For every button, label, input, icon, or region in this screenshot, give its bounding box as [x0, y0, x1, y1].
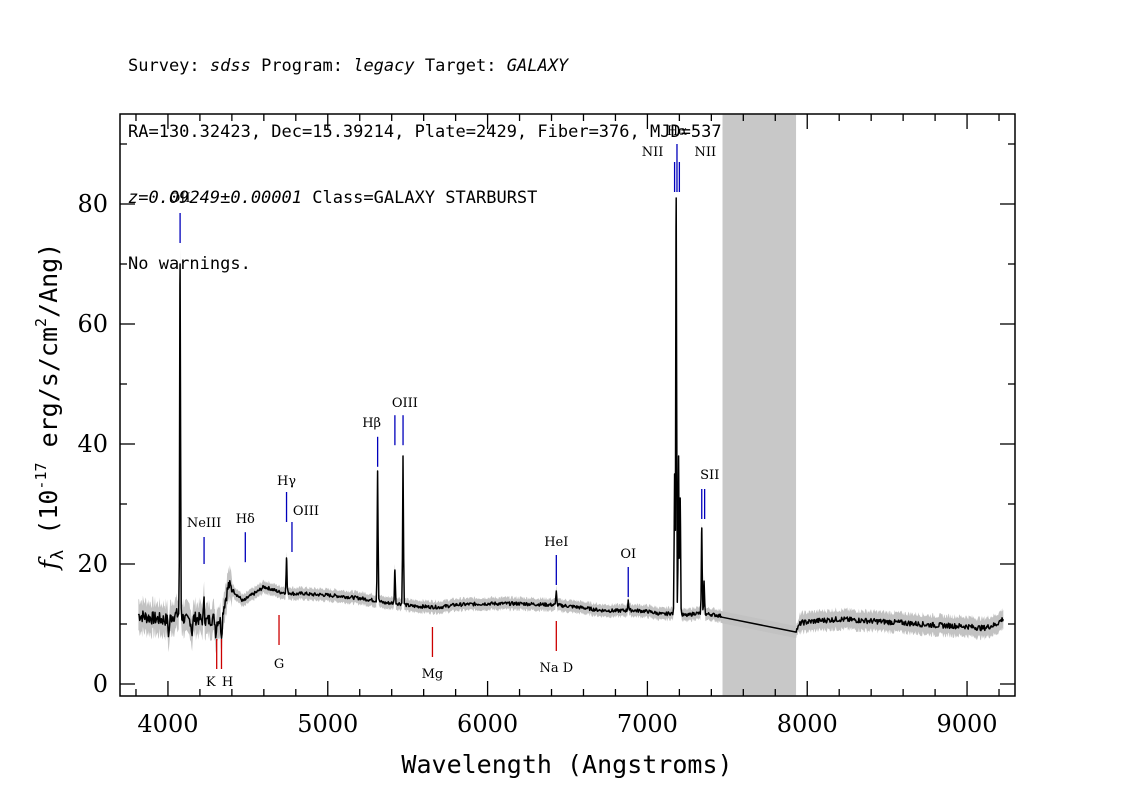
- y-tick-label: 40: [77, 430, 108, 458]
- header-survey-segment: GALAXY: [506, 56, 569, 76]
- header-survey-segment: Survey:: [128, 56, 210, 76]
- y-axis-title-part: f: [34, 556, 63, 571]
- line-label: Hβ: [362, 416, 381, 431]
- line-label: NII: [695, 145, 717, 160]
- y-axis-title-part: -17: [32, 462, 50, 489]
- line-label: SII: [700, 468, 719, 483]
- error-band-area: [138, 192, 1004, 654]
- spectrum-header: Survey: sdss Program: legacy Target: GAL…: [128, 11, 742, 297]
- header-survey-segment: legacy: [353, 56, 415, 76]
- y-tick-label: 60: [77, 310, 108, 338]
- x-tick-label: 4000: [137, 710, 198, 738]
- header-redshift-segment: z=0.09249±0.00001: [128, 188, 302, 208]
- line-label: Hδ: [236, 512, 255, 527]
- x-tick-label: 6000: [457, 710, 518, 738]
- header-survey-segment: Target:: [414, 56, 507, 76]
- line-label: Na D: [539, 661, 573, 676]
- line-label: OI: [620, 547, 636, 562]
- line-label: K: [206, 675, 216, 690]
- line-label: G: [274, 657, 284, 672]
- y-tick-label: 20: [77, 550, 108, 578]
- y-axis-title-part: erg/s/cm: [34, 327, 63, 462]
- line-label: Hα: [667, 124, 687, 139]
- x-axis-title: Wavelength (Angstroms): [401, 750, 732, 779]
- y-axis-title-part: (10: [34, 490, 63, 550]
- header-survey-segment: sdss: [209, 56, 251, 76]
- y-tick-label: 80: [77, 190, 108, 218]
- line-label: NII: [642, 145, 664, 160]
- x-tick-label: 8000: [777, 710, 838, 738]
- header-survey-line: Survey: sdss Program: legacy Target: GAL…: [128, 55, 742, 77]
- line-label: OIII: [293, 504, 319, 519]
- line-label: Hγ: [277, 474, 296, 489]
- tick-labels: 4000 5000 6000 7000 8000 9000 0 20 40 60 80: [77, 190, 997, 738]
- y-tick-label: 0: [93, 670, 108, 698]
- header-warnings-line: No warnings.: [128, 254, 251, 274]
- y-axis-title-part: λ: [48, 550, 68, 560]
- axis-ticks: [120, 114, 1015, 696]
- y-axis-title-part: 2: [32, 318, 50, 327]
- plot-frame: [119, 113, 1016, 697]
- x-tick-label: 7000: [617, 710, 678, 738]
- line-label: H: [222, 675, 233, 690]
- header-survey-segment: Program:: [250, 56, 354, 76]
- line-label: OIII: [392, 396, 418, 411]
- x-tick-label: 5000: [297, 710, 358, 738]
- line-label: NeIII: [187, 516, 221, 531]
- line-label: Mg: [422, 667, 444, 682]
- y-axis-title: fλ (10-17 erg/s/cm2/Ang): [32, 243, 68, 572]
- error-band: [138, 192, 1004, 654]
- spectrum-series: [137, 197, 1005, 639]
- line-label: HeI: [544, 535, 568, 550]
- header-redshift-segment: Class=GALAXY STARBURST: [302, 188, 538, 208]
- line-label: OII: [170, 191, 191, 206]
- masked-region: [722, 114, 797, 696]
- x-tick-label: 9000: [937, 710, 998, 738]
- header-coordinates-line: RA=130.32423, Dec=15.39214, Plate=2429, …: [128, 122, 743, 142]
- header-redshift-line: z=0.09249±0.00001 Class=GALAXY STARBURST: [128, 187, 742, 209]
- y-axis-title-part: /Ang): [34, 243, 63, 318]
